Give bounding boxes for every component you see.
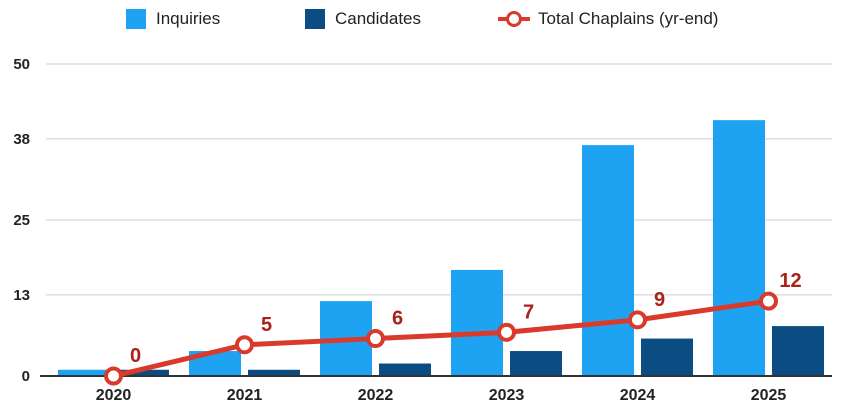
point-total-chaplains (628, 310, 647, 330)
line-total-chaplains (112, 298, 769, 379)
bar-candidates (772, 326, 824, 376)
legend-item-inquiries: Inquiries (126, 6, 220, 32)
y-tick-label: 0 (22, 368, 30, 385)
bar-candidates (117, 369, 169, 376)
y-tick-label: 13 (13, 287, 30, 304)
x-tick-label: 2022 (358, 387, 394, 404)
y-tick-label: 25 (13, 212, 30, 229)
y-tick-label: 50 (13, 56, 30, 73)
y-tick-label: 38 (13, 131, 30, 148)
x-tick-label: 2025 (751, 387, 787, 404)
legend-swatch-inquiries (126, 9, 146, 29)
bar-inquiries (713, 120, 765, 376)
data-label-total-chaplains: 5 (261, 314, 272, 336)
bar-candidates (641, 338, 693, 376)
data-label-total-chaplains: 7 (523, 301, 534, 323)
bar-candidates (510, 351, 562, 376)
point-total-chaplains (366, 329, 385, 349)
bar-candidates (379, 363, 431, 376)
bar-inquiries (582, 145, 634, 376)
legend-label-candidates: Candidates (335, 9, 422, 28)
legend-label-inquiries: Inquiries (156, 9, 221, 28)
data-label-total-chaplains: 9 (654, 289, 665, 311)
point-total-chaplains (497, 322, 516, 342)
point-total-chaplains (235, 335, 254, 355)
data-label-total-chaplains: 12 (779, 270, 801, 292)
x-tick-label: 2020 (96, 387, 132, 404)
x-tick-label: 2021 (227, 387, 263, 404)
bar-inquiries (451, 269, 503, 376)
legend-line-marker-icon (498, 9, 530, 29)
bar-inquiries (58, 369, 110, 376)
legend-swatch-candidates (305, 9, 325, 29)
x-tick-label: 2024 (620, 387, 656, 404)
legend-item-candidates: Candidates (305, 6, 421, 32)
data-label-total-chaplains: 0 (130, 345, 141, 367)
point-total-chaplains (759, 291, 778, 311)
legend-label-total-chaplains: Total Chaplains (yr-end) (538, 9, 719, 28)
legend-item-total-chaplains: Total Chaplains (yr-end) (498, 6, 718, 32)
data-label-total-chaplains: 6 (392, 308, 403, 330)
x-tick-label: 2023 (489, 387, 525, 404)
legend: Inquiries Candidates Total Chaplains (yr… (0, 6, 841, 32)
point-total-chaplains (104, 366, 123, 386)
bar-candidates (248, 369, 300, 376)
